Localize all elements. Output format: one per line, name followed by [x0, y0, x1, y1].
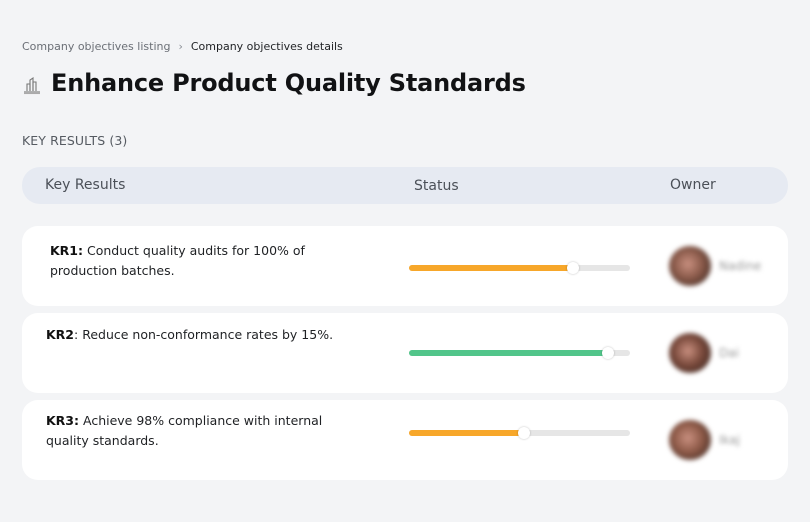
- key-result-row-2[interactable]: KR2: Reduce non-conformance rates by 15%…: [22, 313, 788, 393]
- key-result-text: KR1: Conduct quality audits for 100% of …: [50, 241, 350, 281]
- table-header: Key Results Status Owner: [22, 167, 788, 204]
- key-result-row-3[interactable]: KR3: Achieve 98% compliance with interna…: [22, 400, 788, 480]
- progress-fill: [409, 430, 524, 436]
- avatar: [669, 420, 711, 460]
- key-result-row-1[interactable]: KR1: Conduct quality audits for 100% of …: [22, 226, 788, 306]
- title-row: Enhance Product Quality Standards: [22, 68, 526, 98]
- key-result-text: KR2: Reduce non-conformance rates by 15%…: [46, 325, 386, 345]
- breadcrumb: Company objectives listing › Company obj…: [22, 40, 343, 54]
- key-result-code: KR3:: [46, 413, 80, 428]
- avatar: [669, 333, 711, 373]
- progress-knob[interactable]: [601, 347, 614, 359]
- breadcrumb-current: Company objectives details: [190, 40, 343, 53]
- key-result-code: KR1:: [50, 243, 84, 258]
- owner[interactable]: Dai: [669, 333, 739, 373]
- key-result-description: Achieve 98% compliance with internal qua…: [46, 413, 323, 448]
- key-result-code: KR2: [46, 327, 75, 342]
- breadcrumb-link-listing[interactable]: Company objectives listing: [22, 40, 171, 53]
- progress-bar: [409, 347, 630, 359]
- owner-name: Nadine: [719, 259, 762, 273]
- column-header-key-results: Key Results: [45, 177, 126, 193]
- column-header-owner: Owner: [670, 177, 716, 193]
- building-icon: [24, 76, 40, 94]
- progress-bar: [409, 427, 630, 439]
- owner-name: Ikaj: [719, 433, 740, 447]
- progress-bar: [409, 262, 630, 274]
- page-title: Enhance Product Quality Standards: [51, 69, 526, 97]
- key-result-description: Conduct quality audits for 100% of produ…: [50, 243, 305, 278]
- owner-name: Dai: [719, 346, 739, 360]
- key-results-count-label: KEY RESULTS (3): [22, 133, 128, 148]
- avatar: [669, 246, 711, 286]
- progress-fill: [409, 265, 573, 271]
- column-header-status: Status: [414, 178, 459, 194]
- progress-knob[interactable]: [517, 427, 530, 439]
- key-result-text: KR3: Achieve 98% compliance with interna…: [46, 411, 336, 451]
- owner[interactable]: Ikaj: [669, 420, 740, 460]
- progress-knob[interactable]: [566, 262, 579, 274]
- key-result-description: : Reduce non-conformance rates by 15%.: [74, 327, 334, 342]
- progress-fill: [409, 350, 608, 356]
- owner[interactable]: Nadine: [669, 246, 761, 286]
- chevron-right-icon: ›: [178, 40, 183, 53]
